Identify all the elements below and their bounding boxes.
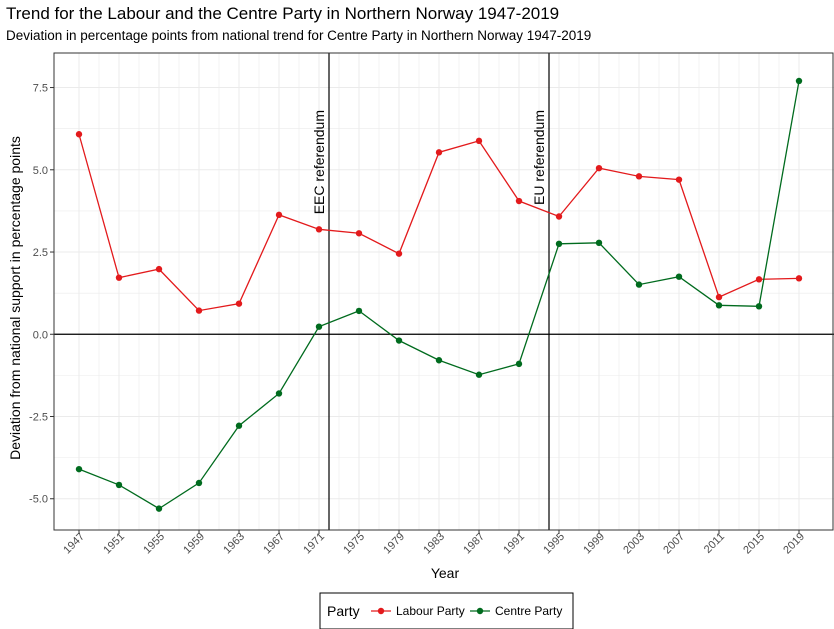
data-point <box>315 323 323 330</box>
x-tick-label: 2007 <box>661 531 687 557</box>
x-tick-label: 1971 <box>301 531 327 557</box>
x-tick-label: 1991 <box>501 531 527 557</box>
data-point <box>595 239 603 247</box>
x-tick-label: 1959 <box>181 531 207 557</box>
data-point <box>515 360 523 368</box>
x-tick-label: 1947 <box>61 531 87 557</box>
series-points <box>75 77 803 512</box>
data-point <box>115 481 123 489</box>
x-tick-label: 2003 <box>621 531 647 557</box>
x-tick-label: 1983 <box>421 531 447 557</box>
data-point <box>195 479 203 487</box>
data-point <box>675 176 683 183</box>
y-tick-label: 7.5 <box>33 83 48 95</box>
x-tick-label: 1967 <box>261 531 287 557</box>
data-point <box>715 293 723 301</box>
x-tick-label: 1999 <box>581 531 607 557</box>
data-point <box>275 211 283 219</box>
reference-lines <box>54 53 834 530</box>
y-tick-label: -5.0 <box>29 494 48 506</box>
chart-title: Trend for the Labour and the Centre Part… <box>6 4 560 23</box>
data-point <box>435 357 443 364</box>
y-axis-label: Deviation from national support in perce… <box>7 136 23 460</box>
data-point <box>355 230 363 237</box>
data-point <box>715 302 723 309</box>
x-axis-ticks: 1947 1951 1955 1959 1963 1967 1971 1975 1979 1983… <box>61 530 807 556</box>
legend-item-centre: Centre Party <box>470 604 562 618</box>
legend-title: Party <box>327 603 360 619</box>
x-tick-label: 2015 <box>741 531 767 557</box>
data-point <box>75 465 83 473</box>
chart-subtitle: Deviation in percentage points from nati… <box>6 28 592 43</box>
legend-item-labour: Labour Party <box>371 604 465 618</box>
grid-minor <box>54 53 834 530</box>
data-point <box>435 149 443 156</box>
data-point <box>115 274 123 281</box>
data-point <box>515 197 523 205</box>
data-point <box>235 422 243 429</box>
data-point <box>475 137 483 145</box>
y-tick-label: 0.0 <box>33 329 48 341</box>
y-tick-label: 5.0 <box>33 165 48 177</box>
x-tick-label: 1951 <box>101 531 127 557</box>
x-tick-label: 2011 <box>702 531 727 556</box>
data-point <box>795 275 803 282</box>
data-point <box>755 276 763 283</box>
data-point <box>795 77 803 85</box>
x-tick-label: 1975 <box>341 531 367 557</box>
data-point <box>75 131 83 138</box>
legend: Party Labour Party Centre Party <box>319 592 574 629</box>
data-point <box>475 371 483 378</box>
data-point <box>235 300 243 307</box>
data-point <box>195 307 203 314</box>
data-point <box>155 505 163 512</box>
x-tick-label: 1995 <box>541 531 567 557</box>
data-point <box>315 226 323 233</box>
data-point <box>595 164 603 172</box>
y-axis-ticks: -5.0 -2.5 0.0 2.5 5.0 7.5 <box>29 83 54 506</box>
data-point <box>155 265 163 273</box>
x-tick-label: 1955 <box>141 531 167 557</box>
x-tick-label: 1963 <box>221 531 247 557</box>
x-tick-label: 1987 <box>461 531 487 557</box>
y-tick-label: -2.5 <box>29 412 48 424</box>
legend-label-centre: Centre Party <box>495 604 562 618</box>
data-point <box>395 250 403 257</box>
data-point <box>635 173 643 180</box>
data-point <box>755 303 763 310</box>
data-point <box>355 307 363 315</box>
data-point <box>555 213 563 220</box>
annotations: EEC referendum EU referendum <box>311 110 547 214</box>
x-tick-label: 2019 <box>781 531 807 557</box>
data-point <box>275 390 283 397</box>
data-point <box>675 273 683 280</box>
grid-major <box>54 53 834 530</box>
legend-label-labour: Labour Party <box>396 604 465 618</box>
data-point <box>395 337 403 344</box>
data-point <box>555 240 563 247</box>
panel-border <box>53 52 834 531</box>
x-tick-label: 1979 <box>381 531 407 557</box>
referendum-label: EU referendum <box>531 110 547 205</box>
referendum-label: EEC referendum <box>311 110 327 214</box>
data-point <box>635 281 643 288</box>
x-axis-label: Year <box>431 565 460 581</box>
y-tick-label: 2.5 <box>33 247 48 259</box>
